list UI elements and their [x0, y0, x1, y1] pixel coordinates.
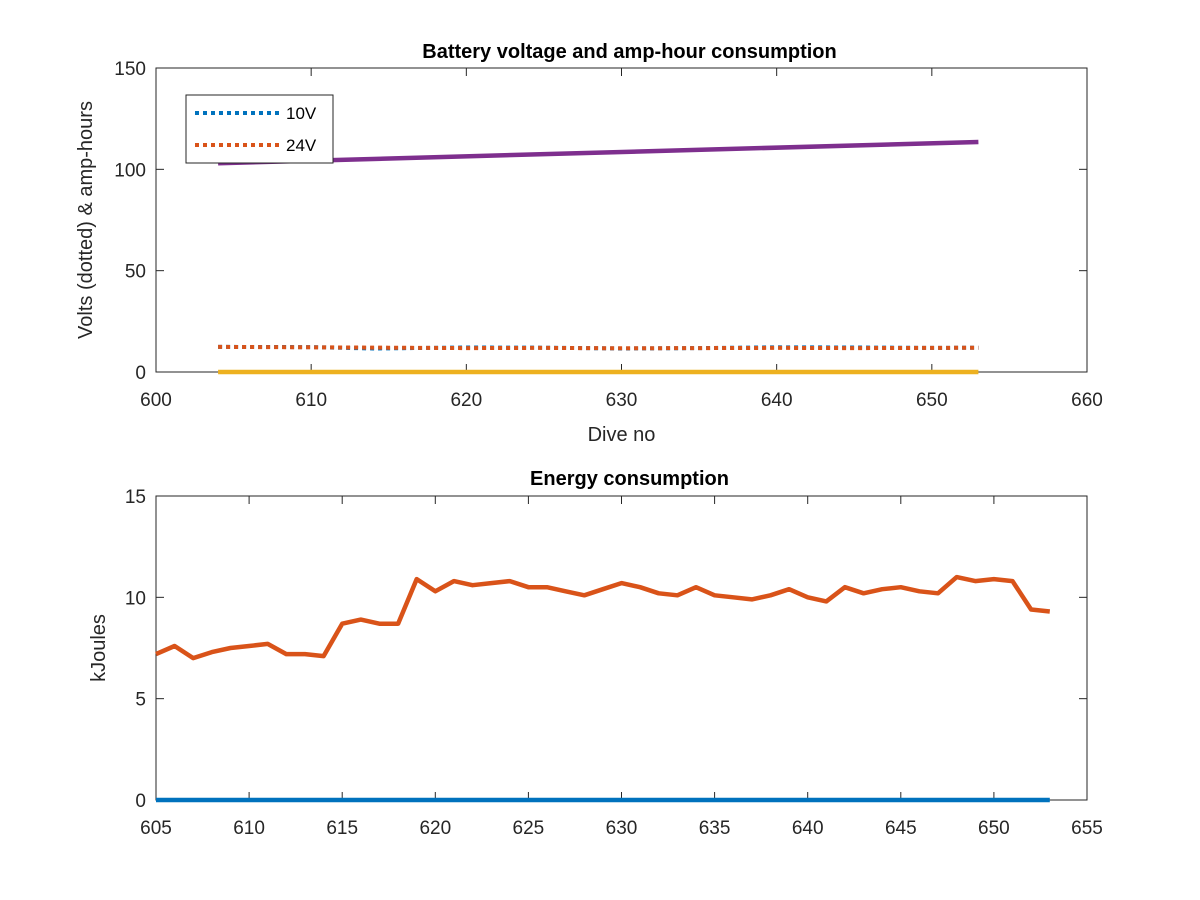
chart-title: Energy consumption [530, 468, 729, 490]
y-tick-label: 15 [125, 487, 146, 508]
legend-box [185, 94, 334, 164]
y-tick-label: 150 [114, 59, 146, 80]
x-tick-label: 635 [699, 818, 731, 839]
x-tick-label: 605 [140, 818, 172, 839]
legend-label: 10V [286, 104, 317, 123]
axes-box [155, 495, 1088, 801]
x-tick-label: 640 [761, 390, 793, 411]
series-line-0-3 [218, 139, 979, 166]
x-tick-label: 610 [233, 818, 265, 839]
y-axis-label: Volts (dotted) & amp-hours [75, 101, 97, 339]
x-tick-label: 655 [1071, 818, 1103, 839]
x-tick-label: 620 [450, 390, 482, 411]
y-tick-label: 0 [135, 791, 146, 812]
y-tick-label: 5 [135, 690, 146, 711]
y-axis-label: kJoules [88, 614, 110, 682]
chart-energy: 605 610 615 620 625 630 635 640 645 650 655 0 5 10 15 E… [88, 468, 1103, 839]
y-tick-label: 100 [114, 160, 146, 181]
x-tick-label: 625 [513, 818, 545, 839]
legend-label: 24V [286, 136, 317, 155]
x-tick-label: 630 [606, 818, 638, 839]
x-tick-label: 600 [140, 390, 172, 411]
x-tick-label: 640 [792, 818, 824, 839]
x-tick-label: 615 [326, 818, 358, 839]
x-tick-label: 620 [419, 818, 451, 839]
series-line-24v [218, 344, 979, 351]
x-tick-label: 650 [916, 390, 948, 411]
x-tick-label: 660 [1071, 390, 1103, 411]
x-axis-label: Dive no [588, 424, 656, 446]
y-tick-label: 50 [125, 262, 146, 283]
series-line-1-1 [155, 574, 1051, 661]
x-tick-label: 645 [885, 818, 917, 839]
y-tick-label: 0 [135, 363, 146, 384]
x-tick-label: 630 [606, 390, 638, 411]
chart-battery: 600 610 620 630 640 650 660 0 50 100 150 Battery vo… [75, 41, 1103, 446]
x-tick-label: 650 [978, 818, 1010, 839]
y-tick-label: 10 [125, 588, 146, 609]
chart-title: Battery voltage and amp-hour consumption [422, 41, 836, 63]
legend: 10V 24V [185, 94, 334, 164]
x-tick-label: 610 [295, 390, 327, 411]
